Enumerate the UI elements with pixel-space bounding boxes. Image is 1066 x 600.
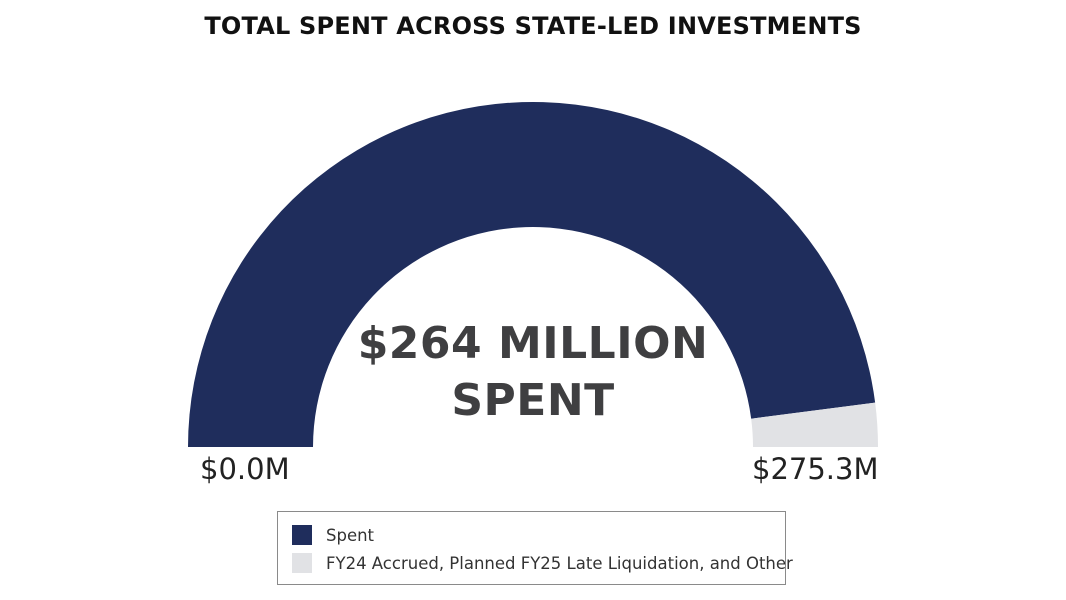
gauge-max-label: $275.3M bbox=[752, 452, 879, 486]
gauge-segment-accrued-other bbox=[751, 402, 878, 447]
legend-swatch-spent bbox=[292, 525, 312, 545]
legend-item-accrued-other: FY24 Accrued, Planned FY25 Late Liquidat… bbox=[292, 552, 793, 574]
gauge-segment-spent bbox=[188, 101, 876, 448]
center-caption-label: SPENT bbox=[451, 375, 615, 426]
center-value-label: $264 MILLION bbox=[357, 318, 709, 369]
legend-item-spent: Spent bbox=[292, 524, 374, 546]
legend-label-accrued-other: FY24 Accrued, Planned FY25 Late Liquidat… bbox=[326, 553, 793, 573]
gauge-min-label: $0.0M bbox=[200, 452, 290, 486]
legend-swatch-accrued-other bbox=[292, 553, 312, 573]
legend-label-spent: Spent bbox=[326, 525, 375, 545]
chart-title: TOTAL SPENT ACROSS STATE-LED INVESTMENTS bbox=[204, 12, 862, 40]
legend: Spent FY24 Accrued, Planned FY25 Late Li… bbox=[277, 511, 793, 585]
